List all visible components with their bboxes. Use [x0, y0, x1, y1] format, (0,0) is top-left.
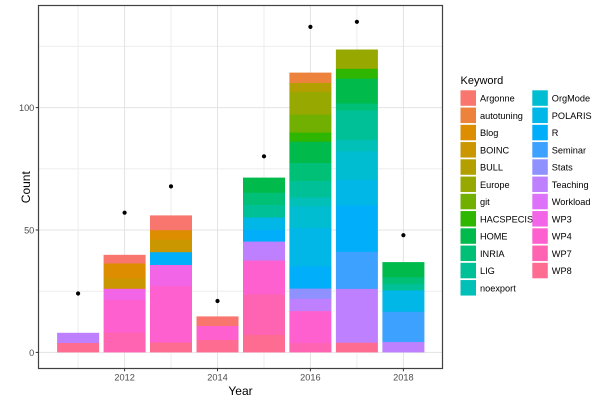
svg-text:WP3: WP3: [552, 214, 572, 224]
svg-text:noexport: noexport: [480, 283, 516, 293]
svg-text:R: R: [552, 128, 559, 138]
svg-text:HACSPECIS: HACSPECIS: [480, 214, 533, 224]
svg-text:2018: 2018: [393, 373, 413, 383]
svg-text:BULL: BULL: [480, 163, 503, 173]
svg-text:INRIA: INRIA: [480, 249, 505, 259]
svg-text:Blog: Blog: [480, 128, 498, 138]
svg-text:Stats: Stats: [552, 163, 573, 173]
svg-text:Keyword: Keyword: [461, 75, 504, 87]
svg-text:git: git: [480, 197, 490, 207]
svg-text:2016: 2016: [300, 373, 320, 383]
svg-text:BOINC: BOINC: [480, 145, 509, 155]
svg-text:WP8: WP8: [552, 266, 572, 276]
svg-text:OrgMode: OrgMode: [552, 94, 590, 104]
svg-text:WP4: WP4: [552, 232, 572, 242]
svg-text:50: 50: [24, 225, 34, 235]
svg-text:WP7: WP7: [552, 249, 572, 259]
svg-text:Europe: Europe: [480, 180, 510, 190]
svg-text:Year: Year: [228, 384, 252, 398]
svg-text:0: 0: [29, 348, 34, 358]
svg-text:HOME: HOME: [480, 232, 508, 242]
svg-text:Count: Count: [19, 171, 33, 204]
svg-text:100: 100: [19, 103, 34, 113]
svg-text:POLARIS: POLARIS: [552, 111, 592, 121]
svg-text:LIG: LIG: [480, 266, 495, 276]
svg-text:Teaching: Teaching: [552, 180, 589, 190]
svg-text:2014: 2014: [207, 373, 227, 383]
svg-text:2012: 2012: [114, 373, 134, 383]
svg-text:Seminar: Seminar: [552, 145, 586, 155]
svg-text:Workload: Workload: [552, 197, 591, 207]
svg-text:Argonne: Argonne: [480, 94, 515, 104]
svg-text:autotuning: autotuning: [480, 111, 523, 121]
